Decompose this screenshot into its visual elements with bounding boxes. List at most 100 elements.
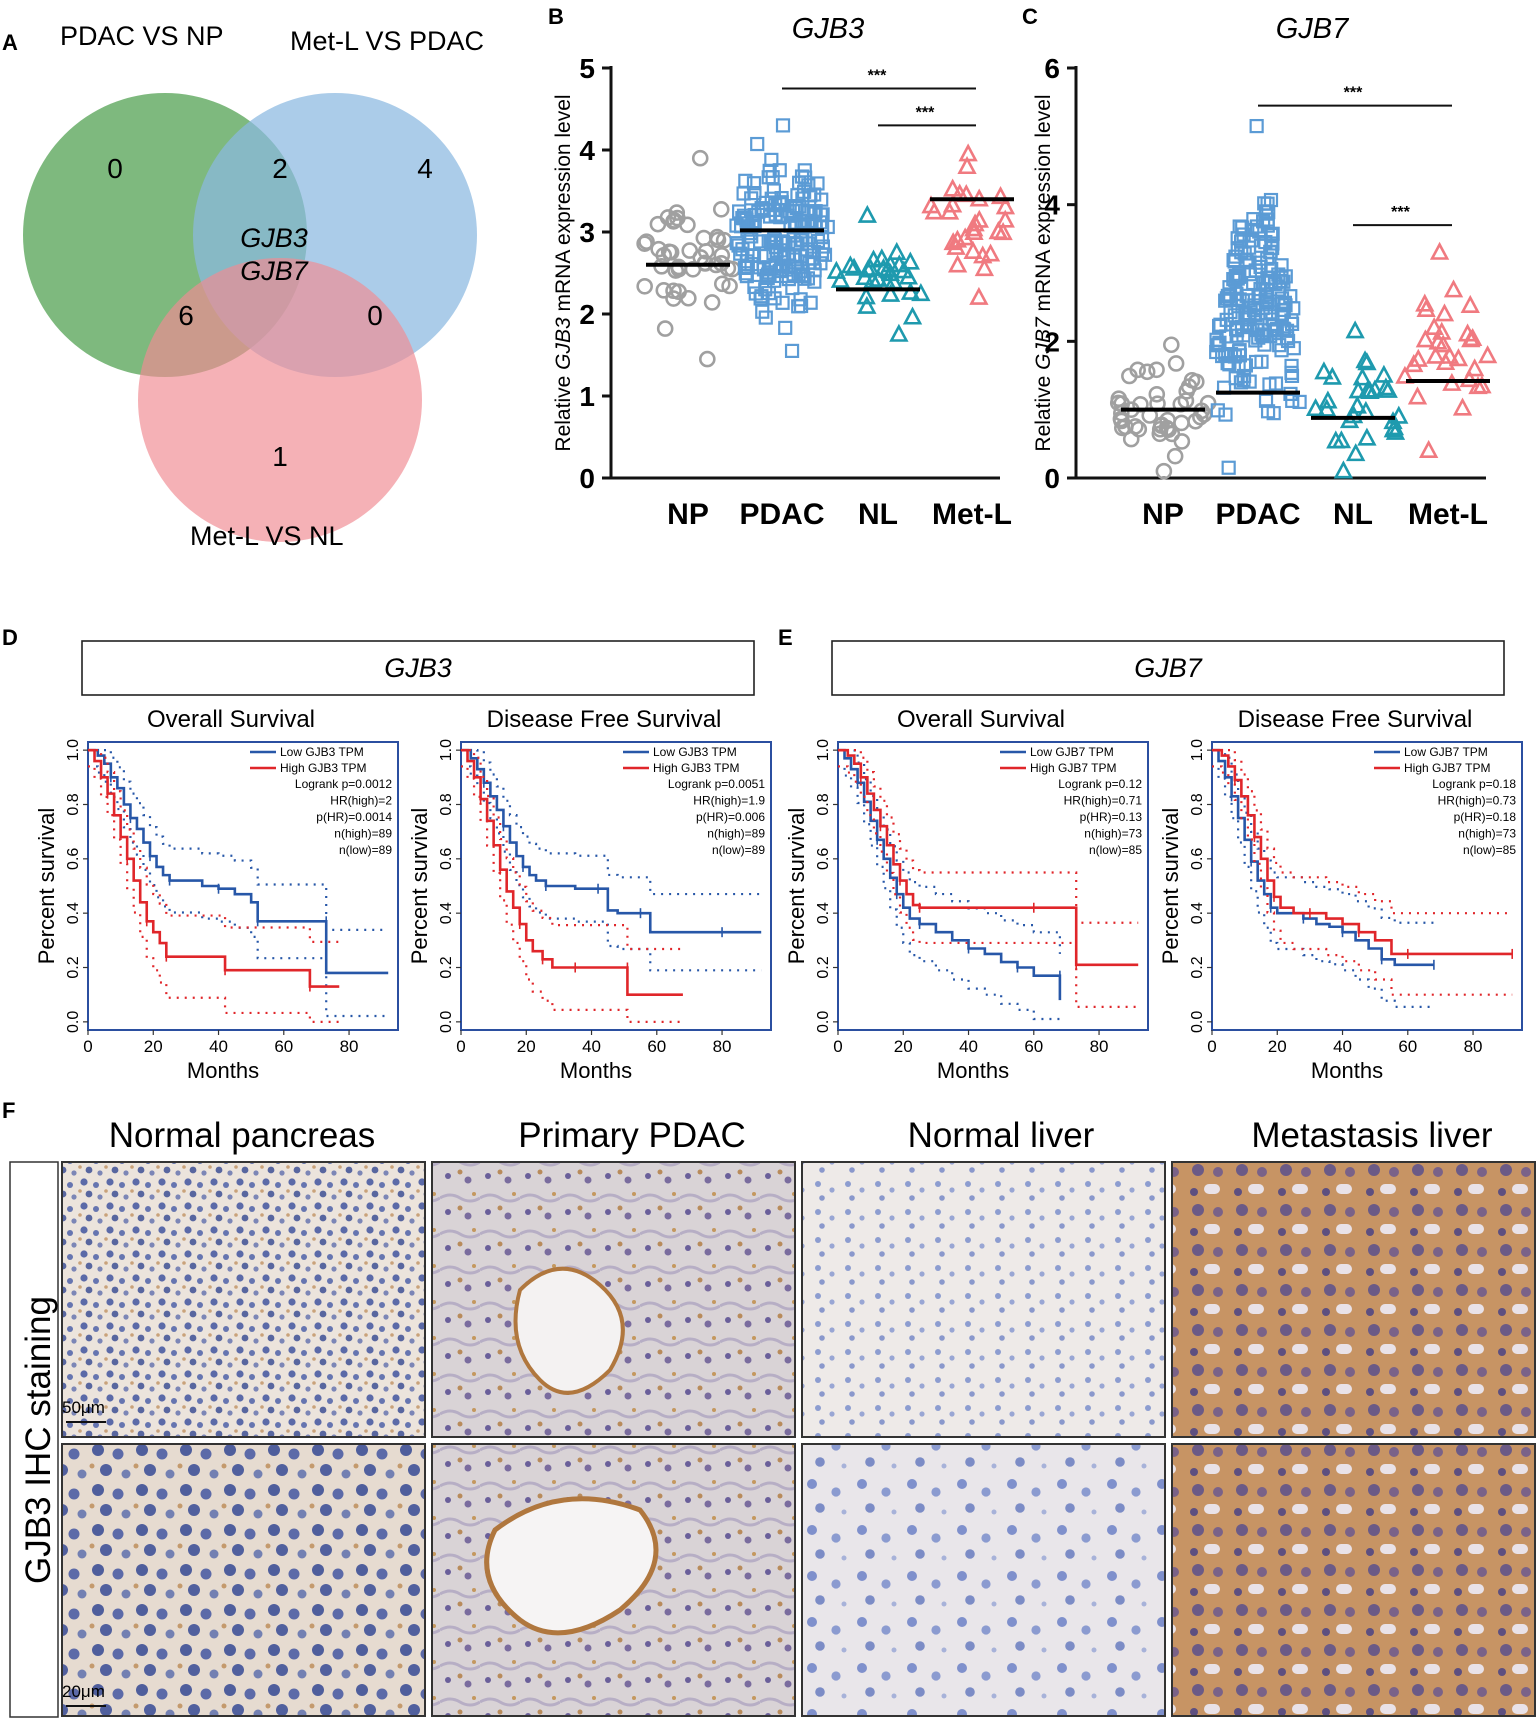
data-point-met-l — [1415, 293, 1435, 312]
x-tick-label: 60 — [274, 1037, 293, 1056]
data-point-np — [1138, 363, 1156, 381]
significance-label: *** — [1391, 204, 1410, 221]
data-point-nl — [887, 241, 907, 260]
data-point-met-l — [1460, 294, 1480, 313]
ci-lower-high — [461, 765, 683, 1023]
data-point-pdac — [761, 286, 777, 301]
x-axis-label: Months — [187, 1058, 259, 1083]
ci-upper-high — [461, 749, 683, 951]
ihc-col-title-primary-pdac: Primary PDAC — [518, 1116, 746, 1155]
data-point-met-l — [1415, 329, 1436, 348]
venn-circle-metl-vs-nl — [138, 258, 422, 542]
ci-upper-high — [88, 749, 340, 943]
y-axis-label: Relative GJB7 mRNA expression level — [1032, 94, 1055, 451]
data-point-nl — [1357, 352, 1377, 371]
data-point-nl — [855, 267, 875, 286]
x-tick-label: 40 — [1333, 1037, 1352, 1056]
x-tick-label: 20 — [144, 1037, 163, 1056]
data-point-pdac — [1260, 196, 1275, 211]
y-tick-label: 0.2 — [438, 956, 455, 978]
venn-count-metl-pdac-and-metl-nl: 0 — [367, 300, 383, 331]
data-point-pdac — [754, 203, 770, 218]
plot-frame — [1211, 741, 1523, 1031]
data-point-nl — [860, 257, 880, 276]
data-point-nl — [1374, 364, 1394, 383]
survival-curve-high — [88, 748, 340, 988]
significance-label: *** — [868, 68, 887, 85]
km-stat: n(low)=85 — [1463, 843, 1516, 857]
ci-upper-low — [838, 749, 1061, 954]
data-point-nl — [911, 283, 931, 302]
ihc-col-title-metastasis-liver: Metastasis liver — [1251, 1116, 1493, 1155]
data-point-nl — [880, 283, 901, 302]
km-stat: n(low)=85 — [1089, 843, 1142, 857]
data-point-pdac — [1210, 403, 1225, 418]
x-axis-label: Months — [1311, 1058, 1383, 1083]
data-point-met-l — [1477, 345, 1498, 364]
data-point-nl — [1352, 367, 1373, 386]
y-tick-label: 0.2 — [815, 956, 832, 978]
x-tick-label: 0 — [833, 1037, 842, 1056]
y-tick-label: 0 — [579, 463, 595, 494]
y-axis-label: Percent survival — [34, 808, 59, 965]
ihc-pdac-lumen-high — [484, 1496, 659, 1636]
data-point-pdac — [1292, 394, 1307, 410]
y-axis-label-part: Relative — [552, 370, 575, 452]
data-point-nl — [840, 255, 861, 274]
y-axis-label: Percent survival — [784, 808, 809, 965]
data-point-nl — [857, 295, 877, 314]
y-axis-label-part: mRNA expression level — [552, 94, 575, 317]
venn-center-gene-gjb3: GJB3 — [240, 223, 308, 253]
ihc-col-title-normal-pancreas: Normal pancreas — [109, 1116, 376, 1155]
scatter-chart-gjb7: GJB7 0 2 4 6 Relative GJB7 mRNA expression le… — [1032, 13, 1498, 531]
km-plot-gjb7-overall: Overall Survival 0 20 40 60 80 0.0 0.2 0.4 0.6 0.8… — [784, 706, 1149, 1083]
chart-title: GJB3 — [792, 13, 865, 45]
legend-entry: Low GJB7 TPM — [1404, 745, 1488, 759]
venn-label-metl-vs-nl: Met-L VS NL — [190, 521, 344, 551]
data-point-np — [1127, 418, 1144, 435]
survival-curve-high — [461, 748, 683, 996]
survival-curve-low — [88, 748, 389, 975]
x-tick-label: 60 — [1024, 1037, 1043, 1056]
data-point-pdac — [760, 267, 776, 282]
data-point-pdac — [1242, 374, 1257, 389]
data-point-met-l — [1424, 316, 1444, 336]
y-tick-label: 1.0 — [1189, 739, 1206, 761]
x-tick-label: 40 — [209, 1037, 228, 1056]
data-point-pdac — [788, 199, 803, 214]
venn-center-gene-gjb7: GJB7 — [240, 256, 309, 286]
data-point-pdac — [1259, 306, 1274, 321]
data-point-nl — [1326, 430, 1346, 449]
x-tick-label: 0 — [1207, 1037, 1216, 1056]
y-tick-label: 0.8 — [438, 793, 455, 815]
data-point-nl — [877, 259, 898, 278]
plot-frame — [460, 741, 772, 1031]
ci-lower-high — [1212, 765, 1513, 996]
km-stat: HR(high)=1.9 — [693, 794, 765, 808]
data-point-nl — [1317, 398, 1337, 417]
data-point-met-l — [980, 243, 1001, 262]
plot-frame — [87, 741, 399, 1031]
data-point-np — [636, 277, 653, 295]
km-header-box-gjb7 — [831, 640, 1505, 696]
data-point-pdac — [775, 118, 791, 133]
data-point-met-l — [1418, 439, 1439, 458]
data-point-pdac — [1262, 377, 1277, 392]
data-point-nl — [1322, 366, 1343, 385]
data-point-np — [721, 277, 738, 295]
km-stat: n(high)=73 — [1458, 827, 1516, 841]
data-point-pdac — [1265, 236, 1280, 251]
data-point-nl — [1346, 443, 1366, 462]
y-tick-label: 0.4 — [815, 902, 832, 924]
data-point-pdac — [746, 248, 762, 263]
ihc-image-metastasis-liver-low — [1171, 1161, 1536, 1438]
km-stat: n(high)=89 — [334, 827, 392, 841]
y-tick-label: 0.6 — [1189, 848, 1206, 870]
venn-count-pdac-and-metl-pdac: 2 — [272, 153, 288, 184]
data-point-nl — [826, 260, 847, 279]
data-point-pdac — [1215, 348, 1230, 364]
data-point-pdac — [1285, 393, 1300, 408]
x-tick-label: NP — [1142, 498, 1184, 531]
data-point-nl — [1385, 421, 1406, 440]
